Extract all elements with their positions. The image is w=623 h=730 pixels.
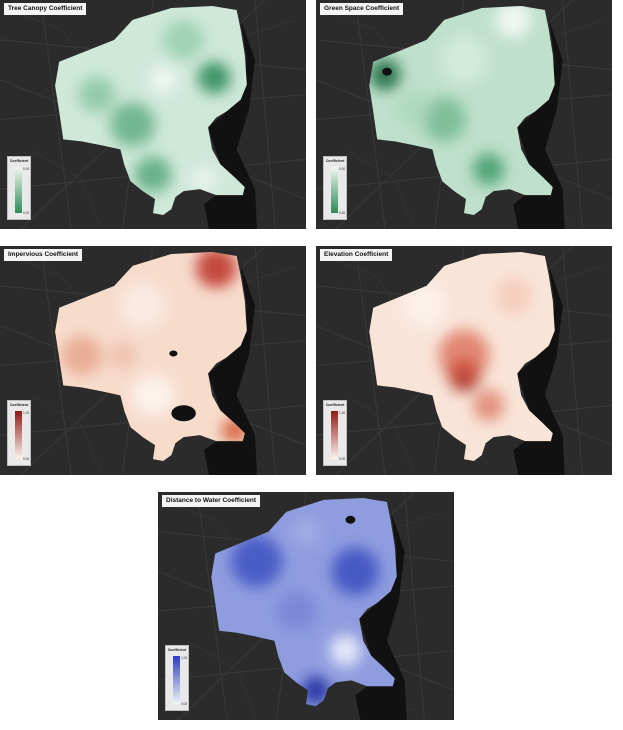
legend-title: Coefficient [325,159,345,163]
legend-min: 0.00 [339,211,346,215]
map-tree-canopy [0,0,306,229]
legend-title: Coefficient [325,403,345,407]
legend-colorbar [15,411,22,459]
map-distance-to-water [158,492,454,720]
legend-max: 1.00 [23,411,30,415]
legend-colorbar [331,167,338,213]
map-panel-tree-canopy: Tree Canopy Coefficient Coefficient 0.00… [0,0,306,229]
map-panel-distance-to-water: Distance to Water Coefficient Coefficien… [158,492,454,720]
legend-colorbar [331,411,338,459]
panel-title: Impervious Coefficient [4,249,83,261]
legend-title: Coefficient [167,648,187,652]
legend: Coefficient 0.00 0.00 [323,156,347,220]
panel-title: Tree Canopy Coefficient [4,3,87,15]
legend: Coefficient 1.00 0.00 [7,400,31,466]
legend-max: 1.00 [181,656,188,660]
legend-max: 1.00 [339,411,346,415]
legend: Coefficient 1.00 0.00 [165,645,189,711]
legend-min: 0.00 [181,702,188,706]
legend-colorbar [15,167,22,213]
map-panel-elevation: Elevation Coefficient Coefficient 1.00 0… [316,246,612,475]
map-panel-green-space: Green Space Coefficient Coefficient 0.00… [316,0,612,229]
legend-title: Coefficient [9,403,29,407]
legend-min: 0.00 [339,457,346,461]
panel-title: Green Space Coefficient [320,3,404,15]
legend-title: Coefficient [9,159,29,163]
legend-colorbar [173,656,180,704]
map-elevation [316,246,612,475]
legend-max: 0.00 [23,167,30,171]
legend-min: 0.00 [23,457,30,461]
panel-title: Distance to Water Coefficient [162,495,261,507]
legend-max: 0.00 [339,167,346,171]
panel-title: Elevation Coefficient [320,249,393,261]
legend: Coefficient 1.00 0.00 [323,400,347,466]
map-panel-impervious: Impervious Coefficient Coefficient 1.00 … [0,246,306,475]
map-green-space [316,0,612,229]
legend-min: 0.00 [23,211,30,215]
map-impervious [0,246,306,475]
legend: Coefficient 0.00 0.00 [7,156,31,220]
